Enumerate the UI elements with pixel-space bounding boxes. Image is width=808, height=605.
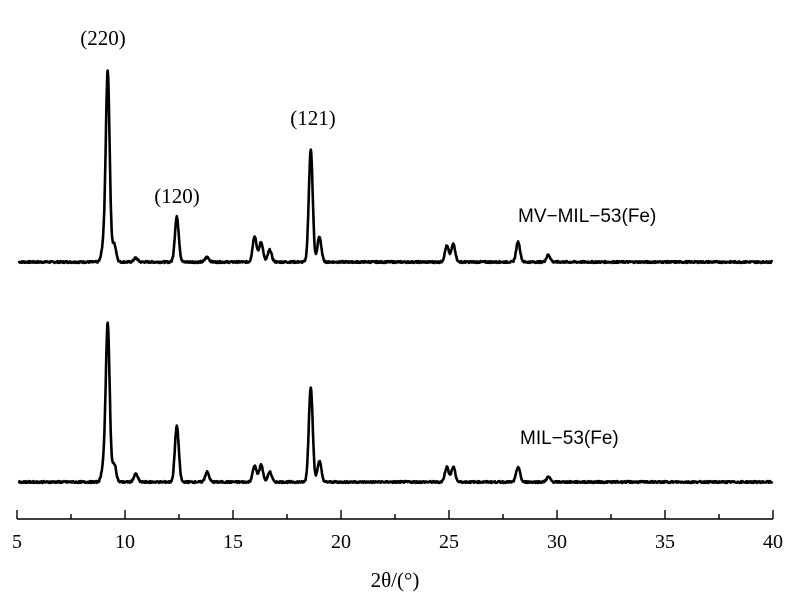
series-labels: MV−MIL−53(Fe) MIL−53(Fe)	[518, 206, 656, 449]
annotation-121: (121)	[290, 106, 336, 130]
annotation-220: (220)	[80, 26, 126, 50]
x-axis-ticks: 5 10 15 20 25 30 35 40	[12, 510, 783, 553]
series-traces	[17, 69, 773, 485]
x-axis-label: 2θ/(°)	[371, 568, 420, 592]
trace-mil-53-fe	[17, 321, 773, 485]
annotation-120: (120)	[154, 184, 200, 208]
x-axis: 5 10 15 20 25 30 35 40 2θ/(°)	[12, 510, 783, 592]
x-tick-label-10: 10	[115, 531, 135, 553]
trace-mv-mil-53-fe	[17, 69, 773, 265]
x-tick-label-5: 5	[12, 531, 22, 553]
x-tick-label-35: 35	[655, 531, 675, 553]
x-tick-label-30: 30	[547, 531, 567, 553]
x-tick-label-15: 15	[223, 531, 243, 553]
x-tick-label-20: 20	[331, 531, 351, 553]
x-tick-label-25: 25	[439, 531, 459, 553]
x-tick-label-40: 40	[763, 531, 783, 553]
peak-annotations: (220) (120) (121)	[80, 26, 336, 208]
series-label-mil-53-fe: MIL−53(Fe)	[520, 428, 619, 449]
series-label-mv-mil-53-fe: MV−MIL−53(Fe)	[518, 206, 656, 227]
